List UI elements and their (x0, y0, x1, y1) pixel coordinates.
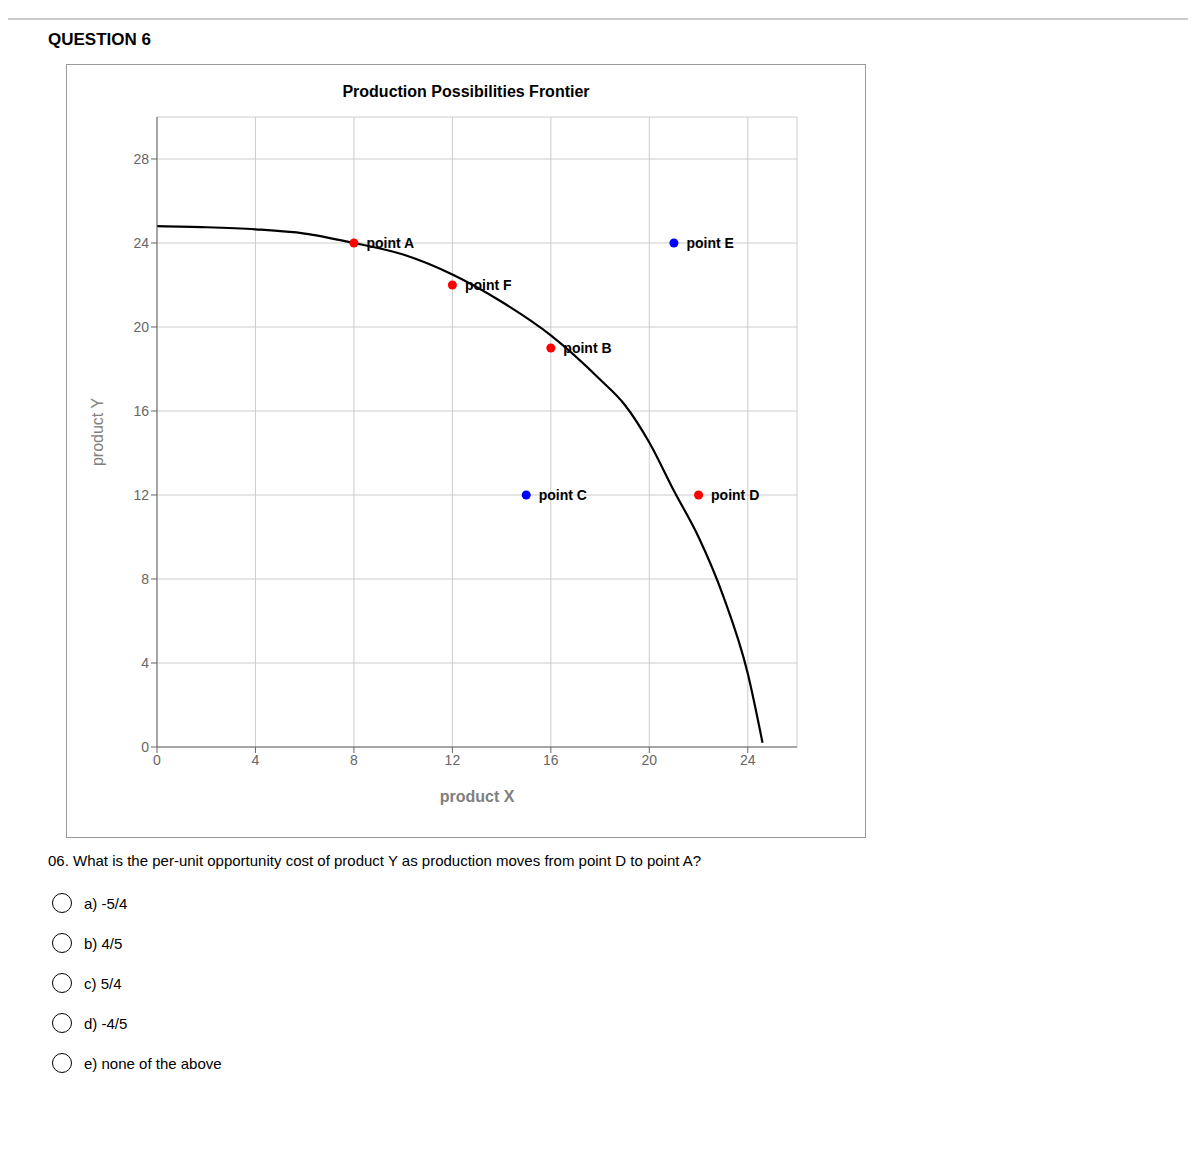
html-text:06. What is the per-unit oppor: 06. What is the per-unit opportunity cos… (48, 852, 702, 869)
svg-text:4: 4 (141, 655, 149, 671)
svg-text:4: 4 (252, 752, 260, 768)
html-text:b) 4/5: b) 4/5 (84, 934, 123, 952)
svg-text:0: 0 (141, 739, 149, 755)
svg-text:24: 24 (740, 752, 756, 768)
svg-text:16: 16 (133, 403, 149, 419)
svg-text:20: 20 (133, 319, 149, 335)
svg-text:16: 16 (543, 752, 559, 768)
svg-text:point D: point D (711, 487, 759, 503)
svg-text:24: 24 (133, 235, 149, 251)
svg-text:product Y: product Y (89, 398, 106, 467)
html-text:Production Possibilities Front: Production Possibilities Frontier (342, 83, 590, 100)
html-text:a) -5/4: a) -5/4 (84, 894, 128, 912)
html-text:QUESTION 6: QUESTION 6 (48, 30, 151, 49)
svg-text:0: 0 (153, 752, 161, 768)
svg-text:point E: point E (686, 235, 733, 251)
svg-text:point B: point B (563, 340, 611, 356)
svg-text:8: 8 (141, 571, 149, 587)
html-text:c) 5/4: c) 5/4 (84, 974, 122, 992)
svg-text:8: 8 (350, 752, 358, 768)
svg-text:point C: point C (539, 487, 587, 503)
svg-text:point F: point F (465, 277, 512, 293)
svg-text:28: 28 (133, 151, 149, 167)
svg-text:12: 12 (133, 487, 149, 503)
svg-text:20: 20 (642, 752, 658, 768)
svg-text:point A: point A (366, 235, 414, 251)
html-text:e) none of the above: e) none of the above (84, 1054, 222, 1072)
html-text:d) -4/5: d) -4/5 (84, 1014, 128, 1032)
svg-text:12: 12 (445, 752, 461, 768)
svg-text:product X: product X (440, 788, 515, 805)
